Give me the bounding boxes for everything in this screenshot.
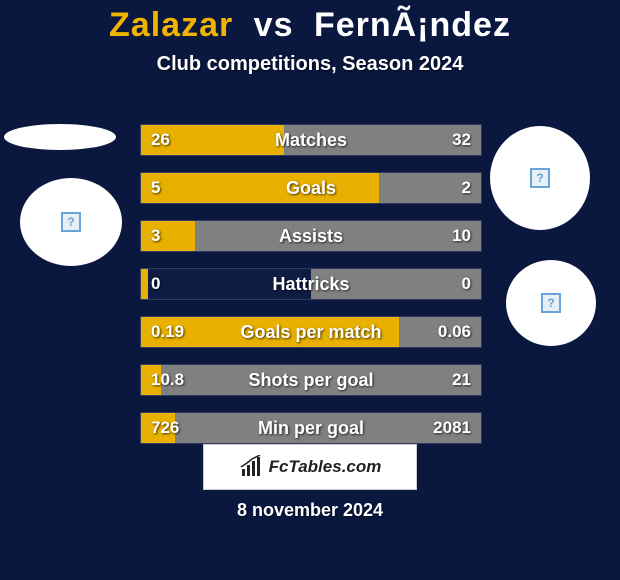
avatar-shadow-left <box>4 124 116 150</box>
avatar-left: ? <box>20 178 122 266</box>
stat-row: Min per goal7262081 <box>140 412 482 444</box>
brand-badge: FcTables.com <box>203 444 417 490</box>
stat-bar-right <box>175 413 481 443</box>
comparison-bars: Matches2632 Goals52 Assists310 Hattricks00 G… <box>140 124 480 460</box>
comparison-title: Zalazar vs FernÃ¡ndez <box>0 0 620 45</box>
stat-row: Goals per match0.190.06 <box>140 316 482 348</box>
avatar-right-bottom: ? <box>506 260 596 346</box>
stat-bar-left <box>141 269 148 299</box>
stat-bar-right <box>195 221 481 251</box>
stat-row: Hattricks00 <box>140 268 482 300</box>
stat-bar-left <box>141 413 175 443</box>
placeholder-icon: ? <box>530 168 550 188</box>
player-left-name: Zalazar <box>109 6 233 44</box>
stat-row: Assists310 <box>140 220 482 252</box>
stat-bar-right <box>284 125 481 155</box>
stat-bar-right <box>399 317 481 347</box>
stat-bar-right <box>311 269 481 299</box>
stat-bar-left <box>141 317 399 347</box>
stat-bar-right <box>379 173 481 203</box>
brand-text: FcTables.com <box>269 457 382 477</box>
footer-date: 8 november 2024 <box>0 500 620 521</box>
stat-bar-left <box>141 365 161 395</box>
vs-text: vs <box>254 6 294 44</box>
stat-bar-right <box>161 365 481 395</box>
stat-bar-left <box>141 221 195 251</box>
brand-chart-icon <box>239 455 263 479</box>
stat-bar-left <box>141 173 379 203</box>
stat-bar-left <box>141 125 284 155</box>
placeholder-icon: ? <box>61 212 81 232</box>
avatar-right-top: ? <box>490 126 590 230</box>
stat-row: Matches2632 <box>140 124 482 156</box>
placeholder-icon: ? <box>541 293 561 313</box>
stat-row: Goals52 <box>140 172 482 204</box>
stat-row: Shots per goal10.821 <box>140 364 482 396</box>
comparison-subtitle: Club competitions, Season 2024 <box>0 53 620 76</box>
player-right-name: FernÃ¡ndez <box>314 6 511 44</box>
